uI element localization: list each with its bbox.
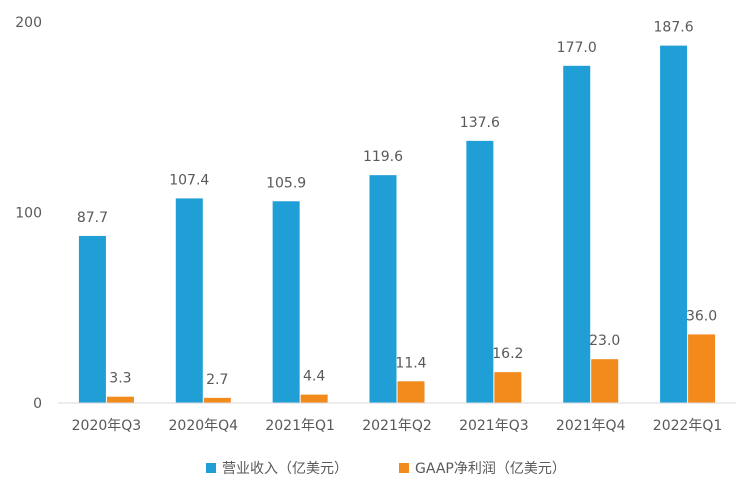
x-tick-label: 2021年Q3 (459, 418, 529, 434)
legend: 营业收入（亿美元） GAAP净利润（亿美元） (206, 461, 566, 477)
bar-revenue (78, 235, 106, 403)
data-labels: 87.7 3.3 107.4 2.7 105.9 4.4 119.6 11.4 137.6 16.… (77, 20, 717, 388)
data-label-revenue: 87.7 (77, 210, 108, 226)
legend-label: 营业收入（亿美元） (222, 461, 348, 477)
bar-revenue (175, 198, 203, 403)
data-label-revenue: 187.6 (654, 20, 694, 36)
data-label-net-income: 16.2 (492, 346, 523, 362)
bar-revenue (563, 65, 591, 403)
y-tick-label: 0 (33, 396, 42, 412)
data-label-revenue: 137.6 (460, 115, 500, 131)
x-tick-label: 2021年Q1 (265, 418, 335, 434)
data-label-revenue: 107.4 (169, 172, 209, 188)
bar-net-income (688, 334, 716, 403)
legend-label: GAAP净利润（亿美元） (415, 461, 566, 477)
data-label-revenue: 177.0 (557, 40, 597, 56)
bar-revenue (272, 201, 300, 403)
bar-net-income (397, 381, 425, 403)
data-label-net-income: 36.0 (686, 308, 717, 324)
data-label-revenue: 105.9 (266, 175, 306, 191)
y-tick-label: 100 (15, 206, 42, 222)
legend-swatch (206, 463, 216, 473)
bars (78, 45, 716, 403)
x-axis-tick-labels: 2020年Q3 2020年Q4 2021年Q1 2021年Q2 2021年Q3 2021年… (72, 418, 723, 434)
x-tick-label: 2021年Q2 (362, 418, 432, 434)
x-tick-label: 2020年Q4 (169, 418, 239, 434)
bar-revenue (466, 140, 494, 403)
bar-net-income (203, 397, 231, 403)
data-label-revenue: 119.6 (363, 149, 403, 165)
x-tick-label: 2021年Q4 (556, 418, 626, 434)
y-tick-label: 200 (15, 15, 42, 31)
bar-net-income (106, 396, 134, 403)
bar-net-income (591, 359, 619, 403)
bar-net-income (494, 372, 522, 403)
data-label-net-income: 2.7 (206, 372, 228, 388)
data-label-net-income: 4.4 (303, 369, 325, 385)
legend-swatch (399, 463, 409, 473)
x-tick-label: 2020年Q3 (72, 418, 142, 434)
bar-revenue (369, 175, 397, 403)
data-label-net-income: 23.0 (589, 333, 620, 349)
bar-revenue (660, 45, 688, 403)
data-label-net-income: 11.4 (395, 355, 426, 371)
y-axis: 0 100 200 (15, 15, 42, 412)
data-label-net-income: 3.3 (109, 371, 131, 387)
x-tick-label: 2022年Q1 (653, 418, 723, 434)
bar-net-income (300, 394, 328, 403)
